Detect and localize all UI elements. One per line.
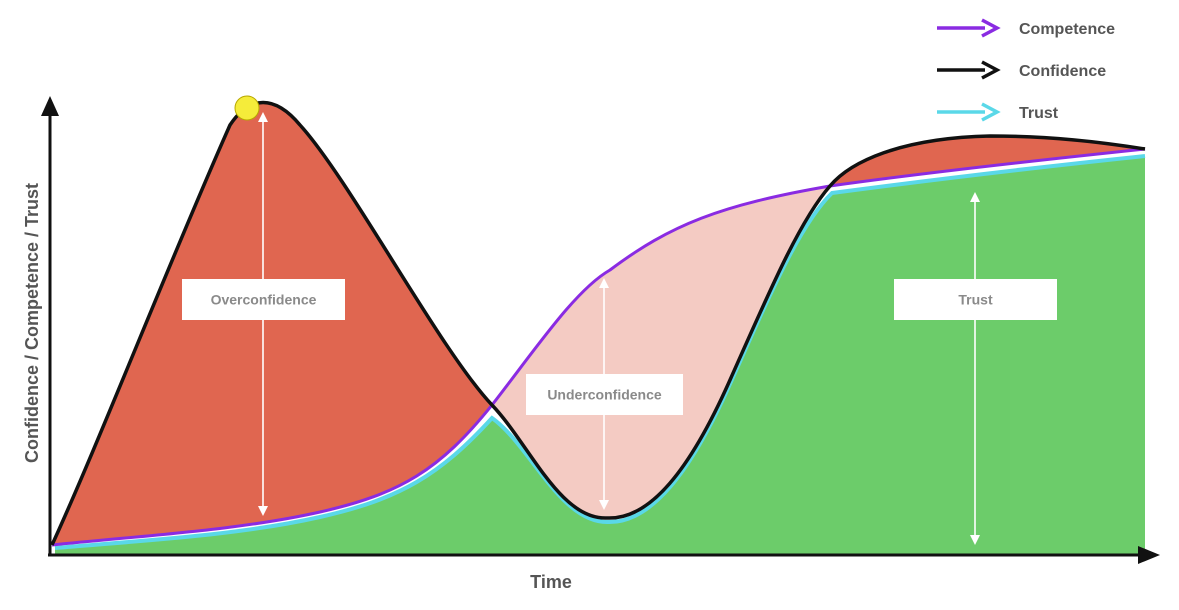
underconfidence-region (492, 186, 830, 519)
series-line-confidence (50, 100, 1146, 546)
x-axis-label: Time (530, 572, 572, 592)
trust-label-box: Trust (894, 279, 1057, 320)
overconfidence-region (52, 102, 492, 545)
peak-marker (234, 95, 260, 121)
trust-arrow (970, 192, 980, 545)
legend-label-trust: Trust (1019, 105, 1059, 122)
trust-label-box-text: Trust (958, 292, 993, 308)
legend-label-confidence: Confidence (1019, 63, 1106, 80)
underconfidence-label-box-text: Underconfidence (547, 387, 662, 403)
plot-areas (52, 102, 1145, 555)
series-lines (50, 100, 1146, 550)
legend-item-trust: Trust (937, 102, 1059, 122)
series-line-trust (54, 154, 1146, 550)
series-line-competence (51, 147, 1146, 547)
overconfidence-label-box-text: Overconfidence (211, 292, 317, 308)
overconfidence-region-late (830, 136, 1145, 186)
y-axis-label: Confidence / Competence / Trust (22, 183, 42, 463)
underconfidence-label-box: Underconfidence (526, 374, 683, 415)
y-axis-arrowhead (41, 96, 59, 116)
x-axis-arrowhead (1138, 546, 1160, 564)
overconfidence-label-box: Overconfidence (182, 279, 345, 320)
legend-label-competence: Competence (1019, 21, 1115, 38)
gap-arrows (258, 112, 980, 545)
legend-item-competence: Competence (937, 18, 1115, 38)
region-label-boxes: Overconfidence Underconfidence Trust (182, 279, 1057, 415)
axes: Time Confidence / Competence / Trust (22, 96, 1160, 592)
legend-item-confidence: Confidence (937, 60, 1106, 80)
legend: Competence Confidence Trust (937, 18, 1115, 122)
trust-region (55, 156, 1145, 555)
